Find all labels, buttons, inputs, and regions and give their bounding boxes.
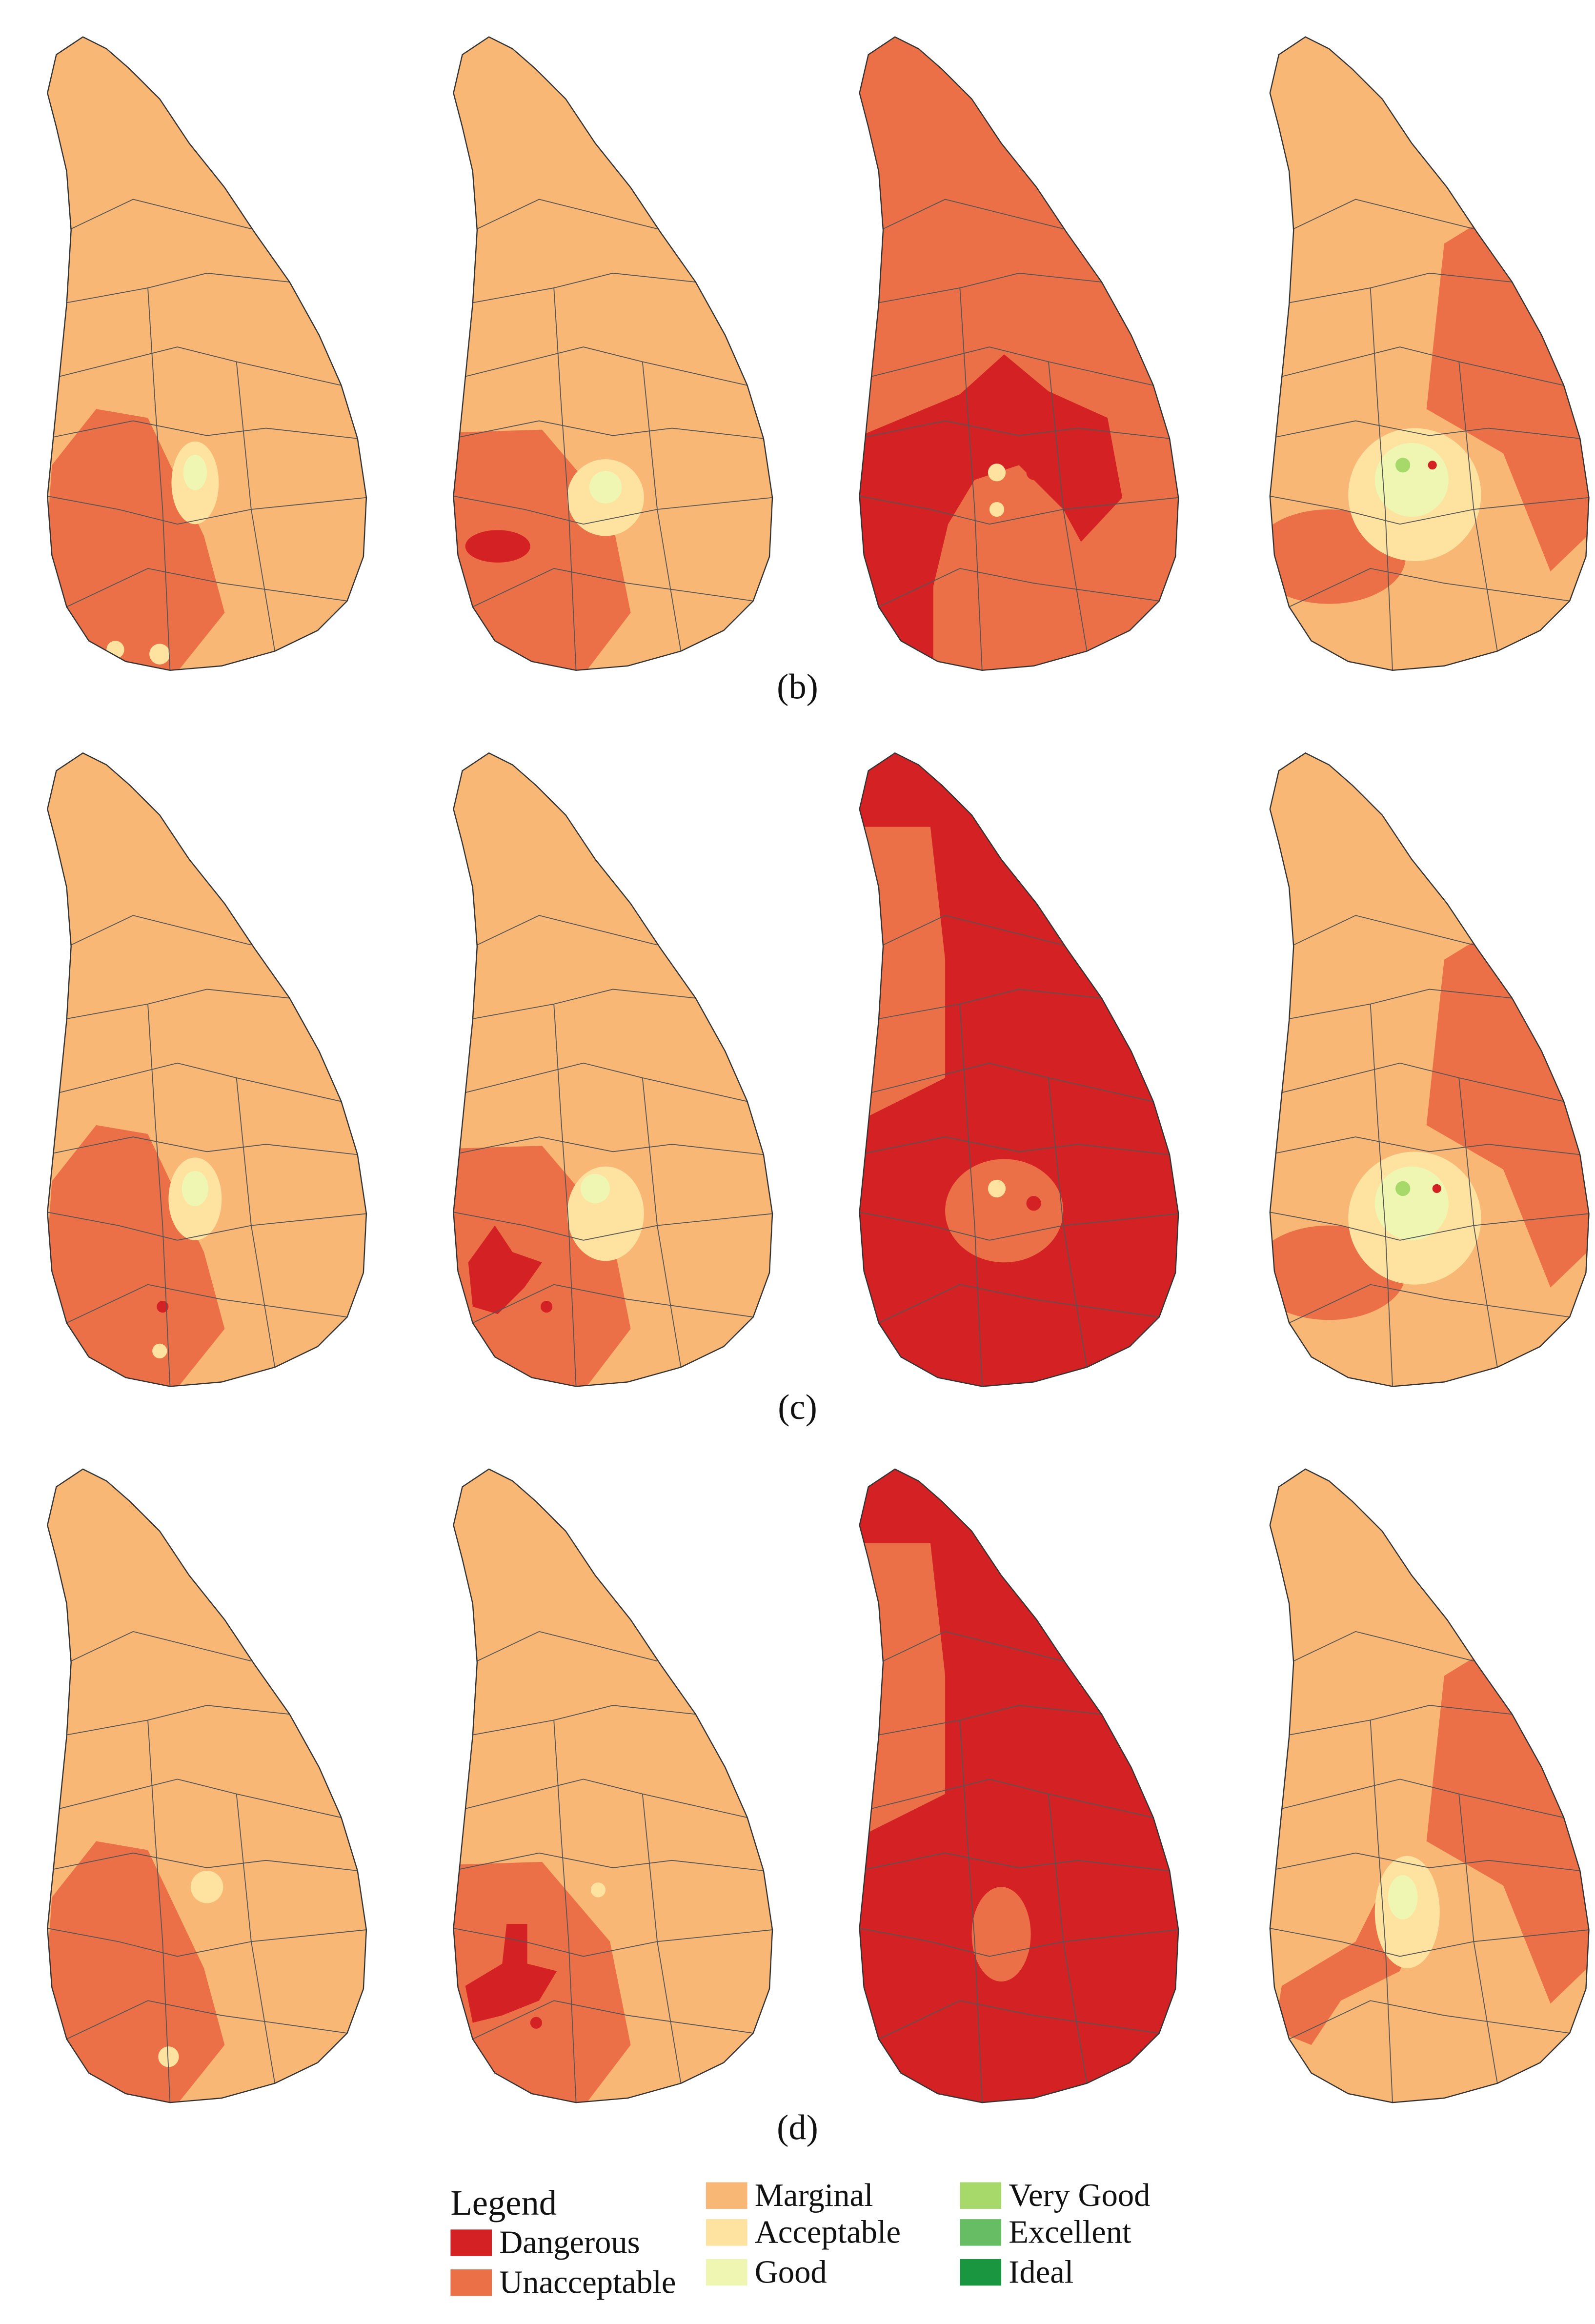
zone (149, 644, 170, 665)
zone (530, 2017, 542, 2029)
zone (988, 1179, 1006, 1198)
district-lines (47, 1631, 366, 2103)
zone (1432, 1184, 1441, 1193)
panel-label: (d) (777, 2108, 818, 2147)
legend-swatch (706, 2259, 747, 2286)
district-lines (859, 199, 1179, 670)
legend-swatch (960, 2182, 1002, 2209)
district-lines (859, 915, 1179, 1387)
map (46, 1468, 367, 2103)
map (452, 36, 773, 671)
zones (453, 429, 644, 670)
zone (1026, 1196, 1041, 1211)
legend-swatch (706, 2219, 747, 2246)
zone (590, 1882, 606, 1898)
zone (157, 1300, 169, 1313)
zone (468, 1225, 542, 1314)
zone (1388, 1875, 1418, 1920)
zone (580, 1173, 610, 1204)
legend-swatch (450, 2229, 492, 2256)
zone (540, 1300, 553, 1313)
zone (1026, 465, 1041, 480)
zone (182, 1171, 209, 1207)
panel-label: (c) (778, 1387, 817, 1427)
zone (1395, 458, 1411, 473)
zone (988, 464, 1006, 482)
legend-title: Legend (450, 2183, 557, 2223)
district-lines (453, 915, 773, 1387)
zone (971, 1887, 1031, 1981)
legend-label: Good (755, 2254, 827, 2290)
zones (859, 1469, 1179, 2103)
zones (47, 409, 225, 670)
zone (1374, 443, 1449, 517)
map (452, 1468, 773, 2103)
zone (183, 455, 207, 490)
zone (945, 1159, 1064, 1263)
legend-label: Dangerous (499, 2225, 640, 2261)
legend-label: Ideal (1009, 2254, 1073, 2290)
panel-labels: (b) (c) (d) (777, 667, 818, 2147)
zone (465, 1923, 557, 2023)
zone (158, 2046, 179, 2067)
legend-label: Excellent (1009, 2215, 1131, 2250)
district-lines (47, 915, 366, 1387)
legend-swatch (706, 2182, 747, 2209)
legend-label: Acceptable (755, 2215, 901, 2250)
zone (190, 1871, 223, 1903)
legend-label: Unacceptable (499, 2264, 676, 2300)
zones (453, 1146, 644, 1387)
zone (589, 471, 622, 504)
legend-swatch (960, 2219, 1002, 2246)
map (859, 36, 1179, 671)
map (452, 752, 773, 1387)
map (1269, 752, 1590, 1387)
zones (859, 37, 1179, 670)
zone (989, 502, 1005, 517)
legend-swatch (450, 2269, 492, 2296)
district-lines (453, 1631, 773, 2103)
map (1269, 1468, 1590, 2103)
district-lines (859, 1631, 1179, 2103)
map (46, 36, 367, 671)
zone (1374, 1166, 1449, 1240)
district-lines (1270, 915, 1589, 1387)
map (1269, 36, 1590, 671)
zone (152, 1343, 167, 1358)
zone (1395, 1181, 1411, 1196)
map-grid (46, 36, 1590, 2103)
map (859, 752, 1179, 1387)
zone (47, 1841, 225, 2103)
map (46, 752, 367, 1387)
map (859, 1468, 1179, 2103)
district-lines (47, 199, 366, 670)
panel-label: (b) (777, 667, 818, 706)
legend-swatch (960, 2259, 1002, 2286)
zones (47, 1841, 225, 2103)
legend-label: Very Good (1009, 2178, 1150, 2213)
zones (859, 753, 1179, 1387)
zones (453, 1861, 631, 2103)
district-lines (453, 199, 773, 670)
zone (47, 409, 225, 670)
zone (47, 1125, 225, 1387)
zone (859, 354, 1123, 670)
district-lines (1270, 1631, 1589, 2103)
legend-label: Marginal (755, 2178, 873, 2213)
zones (47, 1125, 225, 1387)
zone (465, 530, 530, 563)
zone (1428, 461, 1437, 470)
district-lines (1270, 199, 1589, 670)
